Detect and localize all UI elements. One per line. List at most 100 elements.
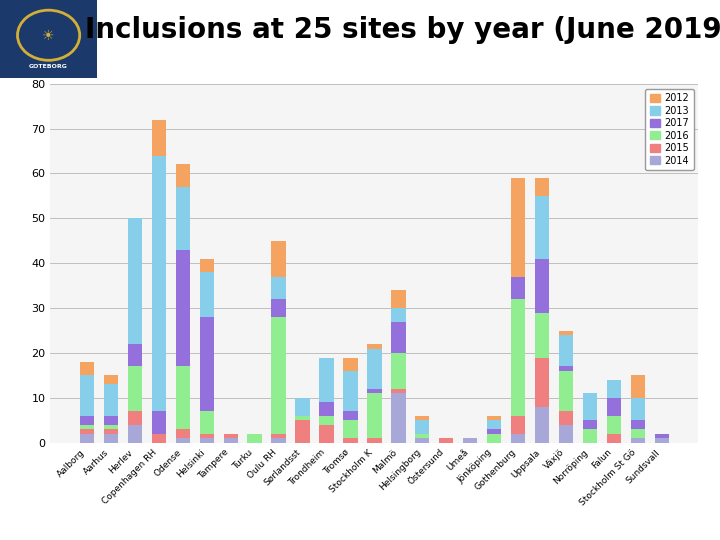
Bar [223,434,238,438]
Bar [607,398,621,416]
Bar [295,398,310,416]
Bar [511,178,526,276]
Bar [199,434,214,438]
Bar [80,425,94,429]
Bar [607,416,621,434]
Bar [176,187,190,250]
Bar [199,411,214,434]
Bar [607,434,621,443]
Bar [343,420,358,438]
Bar [104,384,118,416]
Bar [320,416,333,425]
Bar [343,371,358,411]
Bar [391,290,405,308]
Bar [535,407,549,443]
Bar [80,416,94,425]
Bar [367,344,382,348]
Bar [320,402,333,416]
Bar [391,322,405,353]
Bar [295,420,310,443]
Bar [367,348,382,389]
Bar [176,438,190,443]
Bar [511,276,526,299]
Bar [439,438,454,443]
Bar [511,299,526,416]
Bar [535,259,549,313]
Bar [271,317,286,434]
Bar [582,420,597,429]
Bar [104,434,118,443]
Bar [176,367,190,429]
Bar [199,259,214,272]
Bar [320,357,333,402]
Bar [487,429,501,434]
Bar [343,411,358,420]
Bar [271,276,286,299]
Bar [223,438,238,443]
Bar [104,375,118,384]
Bar [271,434,286,438]
Bar [391,308,405,322]
Bar [367,389,382,394]
Bar [535,178,549,196]
Bar [127,367,142,411]
Bar [271,241,286,276]
Bar [631,375,645,398]
Bar [559,367,573,371]
Text: GOTEBORG: GOTEBORG [30,64,68,69]
Bar [559,335,573,367]
Bar [199,317,214,411]
Bar [607,380,621,398]
Bar [199,272,214,317]
Bar [487,420,501,429]
Bar [535,357,549,407]
Bar [127,425,142,443]
Bar [152,411,166,434]
Bar [343,357,358,371]
Bar [80,429,94,434]
Bar [127,411,142,425]
Bar [631,438,645,443]
Bar [391,389,405,394]
Bar [463,438,477,443]
Bar [80,434,94,443]
Bar [487,416,501,420]
Bar [176,429,190,438]
Bar [104,416,118,425]
Bar [127,344,142,367]
Bar [104,429,118,434]
Bar [415,438,429,443]
Bar [654,434,669,438]
Bar [127,218,142,344]
Bar [343,438,358,443]
Bar [176,165,190,187]
Legend: 2012, 2013, 2017, 2016, 2015, 2014: 2012, 2013, 2017, 2016, 2015, 2014 [645,89,693,171]
Bar [511,434,526,443]
Bar [631,420,645,429]
Bar [295,416,310,420]
Bar [152,119,166,156]
Text: Inclusions at 25 sites by year (June 2019: Inclusions at 25 sites by year (June 201… [85,16,720,44]
Bar [415,416,429,420]
Bar [559,330,573,335]
Bar [152,156,166,411]
Bar [535,196,549,259]
Bar [559,425,573,443]
Bar [391,353,405,389]
Bar [654,438,669,443]
Bar [415,434,429,438]
Bar [367,438,382,443]
Bar [535,313,549,357]
Bar [80,375,94,416]
Bar [176,250,190,367]
Bar [199,438,214,443]
Bar [631,398,645,420]
Bar [559,411,573,425]
Bar [271,299,286,317]
Text: ☀: ☀ [42,29,55,43]
Bar [487,434,501,443]
Bar [248,434,262,443]
Bar [582,394,597,420]
Bar [271,438,286,443]
Bar [367,394,382,438]
